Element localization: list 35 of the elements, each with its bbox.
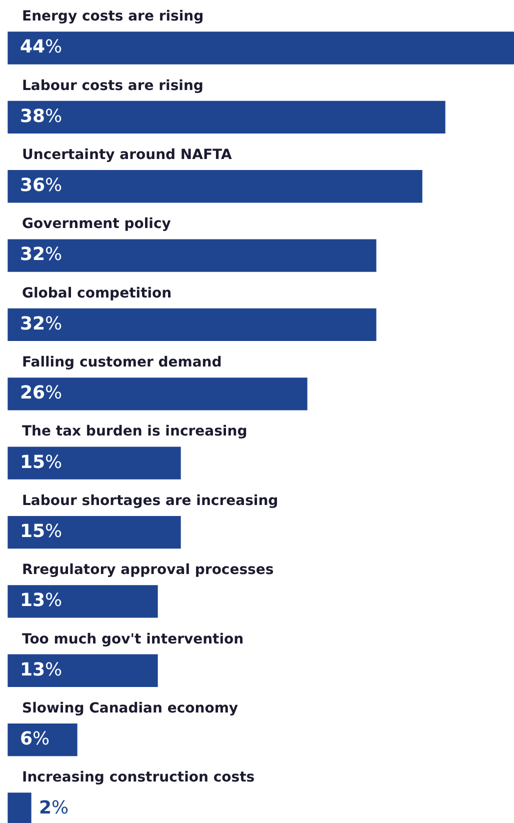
bar <box>8 446 181 480</box>
data-label: 38% <box>20 106 62 127</box>
y-tick-label: The tax burden is increasing <box>22 424 248 440</box>
bar <box>8 32 514 64</box>
y-tick-label: Increasing construction costs <box>22 770 255 786</box>
bar <box>8 378 308 410</box>
bar <box>8 585 158 618</box>
bar <box>8 170 422 203</box>
data-label: 26% <box>20 382 62 404</box>
bar <box>8 239 376 272</box>
y-tick-label: Falling customer demand <box>22 354 222 371</box>
y-tick-label: Rregulatory approval processes <box>22 562 274 578</box>
y-tick-label: Energy costs are rising <box>22 8 204 25</box>
bar <box>8 654 158 687</box>
y-tick-label: Too much gov't intervention <box>22 631 244 648</box>
y-tick-label: Government policy <box>22 216 171 232</box>
y-tick-label: Global competition <box>22 285 172 302</box>
y-tick-label: Labour costs are rising <box>22 78 204 94</box>
bar <box>8 308 376 342</box>
y-tick-label: Uncertainty around NAFTA <box>22 147 232 164</box>
data-label: 2% <box>39 798 69 819</box>
y-tick-label: Slowing Canadian economy <box>22 700 238 716</box>
data-label: 13% <box>20 659 62 680</box>
data-label: 6% <box>20 728 50 750</box>
data-label: 36% <box>20 175 62 196</box>
data-label: 44% <box>20 36 62 58</box>
bar <box>8 100 446 134</box>
data-label: 32% <box>20 244 62 266</box>
data-label: 15% <box>20 520 62 542</box>
data-label: 13% <box>20 590 62 612</box>
y-tick-label: Labour shortages are increasing <box>22 492 278 509</box>
data-label: 15% <box>20 452 62 473</box>
bar <box>8 723 78 756</box>
bar <box>8 516 181 549</box>
data-label: 32% <box>20 313 62 334</box>
